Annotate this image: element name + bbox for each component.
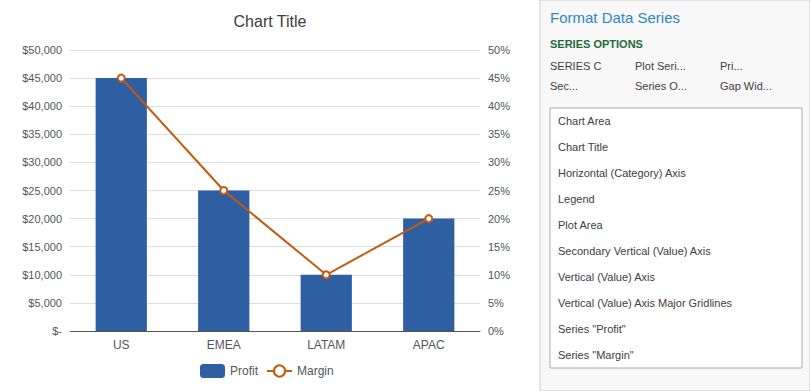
svg-text:US: US: [113, 338, 130, 352]
svg-text:Margin: Margin: [297, 364, 334, 378]
svg-text:Profit: Profit: [230, 364, 259, 378]
svg-text:Series "Margin": Series "Margin": [558, 349, 634, 361]
svg-text:20%: 20%: [488, 213, 510, 225]
svg-text:$45,000: $45,000: [22, 72, 62, 84]
svg-text:$10,000: $10,000: [22, 269, 62, 281]
svg-text:Chart Area: Chart Area: [558, 115, 611, 127]
svg-text:$50,000: $50,000: [22, 44, 62, 56]
svg-text:Chart Title: Chart Title: [558, 141, 608, 153]
svg-text:$5,000: $5,000: [28, 297, 62, 309]
svg-text:$35,000: $35,000: [22, 128, 62, 140]
svg-text:Series "Profit": Series "Profit": [558, 323, 626, 335]
svg-text:Vertical (Value) Axis: Vertical (Value) Axis: [558, 271, 656, 283]
svg-text:Sec...: Sec...: [550, 80, 578, 92]
svg-text:0%: 0%: [488, 325, 504, 337]
svg-text:5%: 5%: [488, 297, 504, 309]
svg-text:Vertical (Value) Axis Major Gr: Vertical (Value) Axis Major Gridlines: [558, 297, 733, 309]
svg-text:EMEA: EMEA: [207, 338, 241, 352]
svg-text:Plot Area: Plot Area: [558, 219, 604, 231]
svg-text:35%: 35%: [488, 128, 510, 140]
svg-text:45%: 45%: [488, 72, 510, 84]
svg-text:Pri...: Pri...: [720, 60, 743, 72]
svg-text:$-: $-: [52, 325, 62, 337]
svg-text:30%: 30%: [488, 156, 510, 168]
svg-text:Gap Wid...: Gap Wid...: [720, 80, 772, 92]
svg-text:$30,000: $30,000: [22, 156, 62, 168]
svg-text:15%: 15%: [488, 241, 510, 253]
svg-text:Chart Title: Chart Title: [234, 13, 307, 30]
svg-text:Secondary Vertical (Value) Axi: Secondary Vertical (Value) Axis: [558, 245, 711, 257]
svg-text:SERIES C: SERIES C: [550, 60, 601, 72]
svg-text:$25,000: $25,000: [22, 185, 62, 197]
svg-text:50%: 50%: [488, 44, 510, 56]
svg-text:LATAM: LATAM: [307, 338, 345, 352]
svg-text:SERIES OPTIONS: SERIES OPTIONS: [550, 38, 643, 50]
svg-text:Horizontal (Category) Axis: Horizontal (Category) Axis: [558, 167, 686, 179]
svg-text:Format Data Series: Format Data Series: [550, 9, 680, 26]
svg-text:40%: 40%: [488, 100, 510, 112]
svg-text:Plot Seri...: Plot Seri...: [635, 60, 686, 72]
svg-text:Legend: Legend: [558, 193, 595, 205]
svg-text:10%: 10%: [488, 269, 510, 281]
svg-text:$15,000: $15,000: [22, 241, 62, 253]
svg-text:$40,000: $40,000: [22, 100, 62, 112]
svg-text:APAC: APAC: [413, 338, 445, 352]
svg-text:25%: 25%: [488, 185, 510, 197]
svg-text:$20,000: $20,000: [22, 213, 62, 225]
svg-text:Series O...: Series O...: [635, 80, 687, 92]
